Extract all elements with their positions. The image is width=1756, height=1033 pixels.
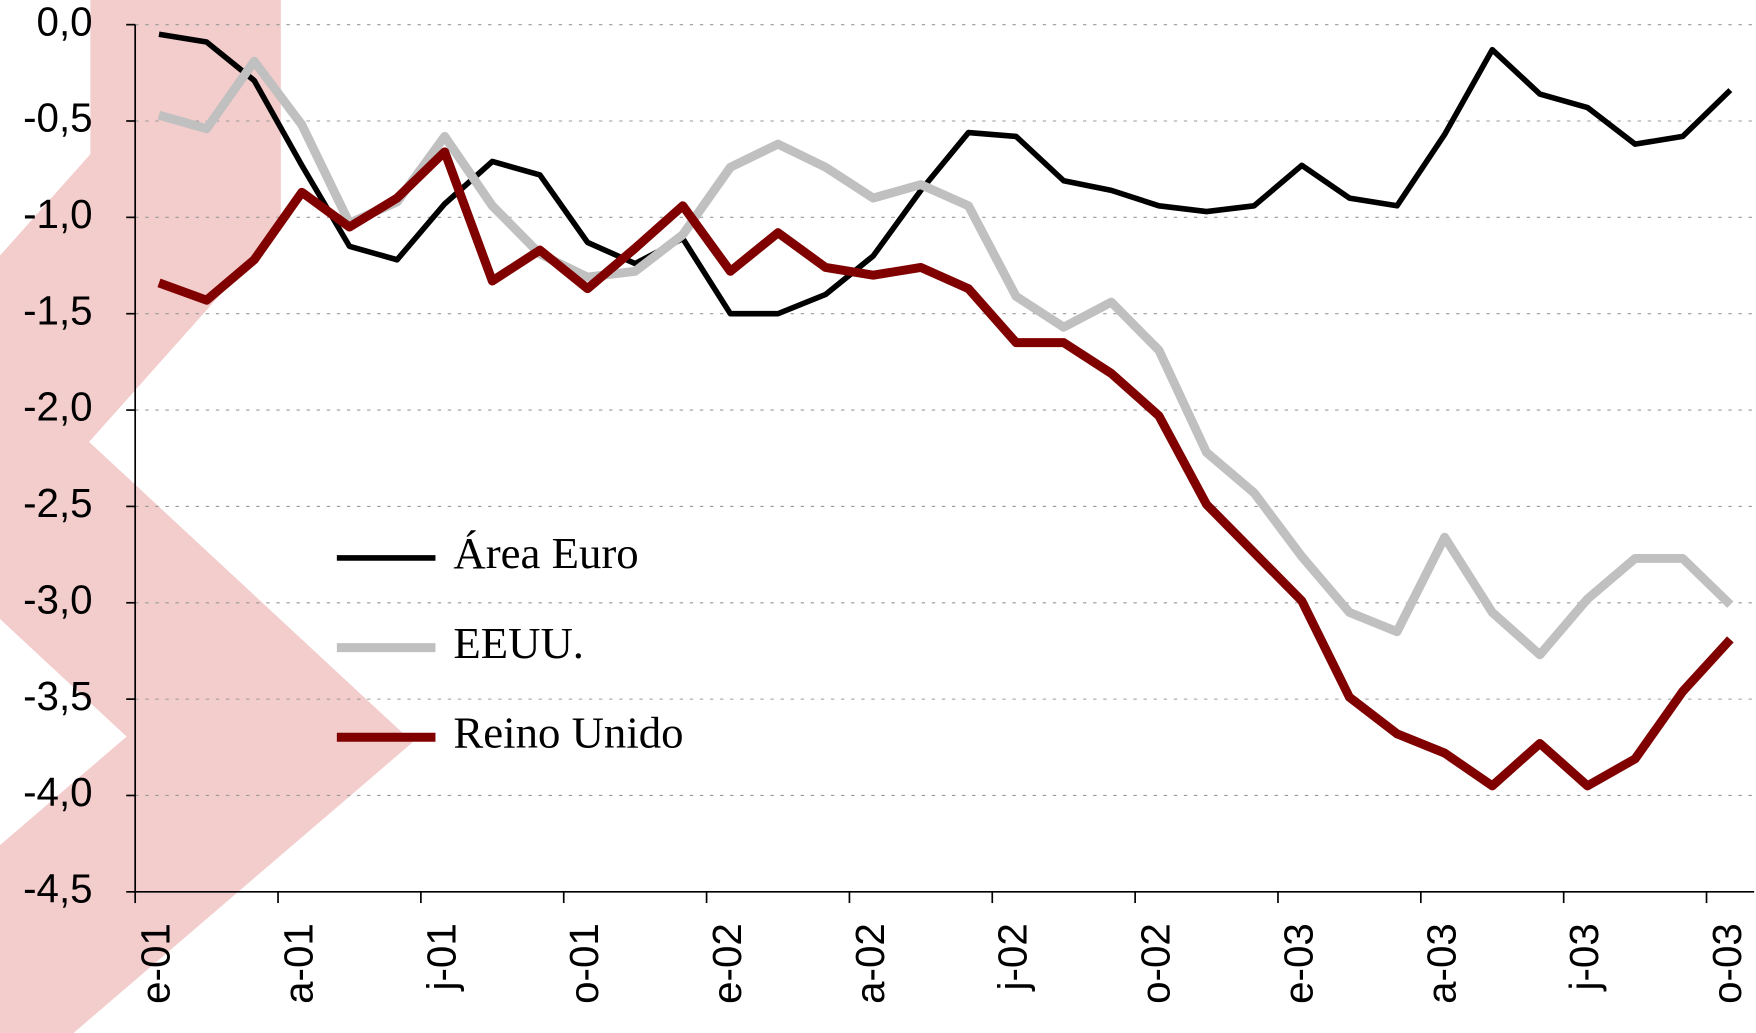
- x-tick-label: o-03: [1704, 923, 1750, 1004]
- x-tick-label: a-01: [275, 923, 321, 1004]
- y-tick-label: -1,5: [23, 287, 93, 333]
- x-tick-label: a-02: [847, 923, 893, 1004]
- legend-label: Reino Unido: [453, 707, 683, 757]
- x-tick-label: e-01: [133, 923, 179, 1004]
- y-tick-label: -2,5: [23, 480, 93, 526]
- y-tick-label: -0,5: [23, 95, 93, 141]
- y-tick-label: -3,0: [23, 576, 93, 622]
- y-tick-label: -4,0: [23, 769, 93, 815]
- x-tick-label: a-03: [1418, 923, 1464, 1004]
- x-tick-label: j-03: [1561, 923, 1607, 991]
- x-tick-label: e-02: [704, 923, 750, 1004]
- legend-label: EEUU.: [453, 618, 584, 668]
- legend-label: Área Euro: [453, 528, 638, 578]
- y-tick-label: -1,0: [23, 191, 93, 237]
- y-tick-label: -4,5: [23, 865, 93, 911]
- y-tick-label: -2,0: [23, 384, 93, 430]
- line-series: [157, 56, 1734, 660]
- line-series: [158, 31, 1733, 317]
- x-tick-label: o-01: [561, 923, 607, 1004]
- x-tick-label: o-02: [1133, 923, 1179, 1004]
- x-tick-label: j-01: [418, 923, 464, 991]
- line-series: [157, 147, 1734, 791]
- x-tick-label: e-03: [1275, 923, 1321, 1004]
- y-tick-label: 0,0: [37, 0, 93, 44]
- y-tick-label: -3,5: [23, 673, 93, 719]
- x-tick-label: j-02: [990, 923, 1036, 991]
